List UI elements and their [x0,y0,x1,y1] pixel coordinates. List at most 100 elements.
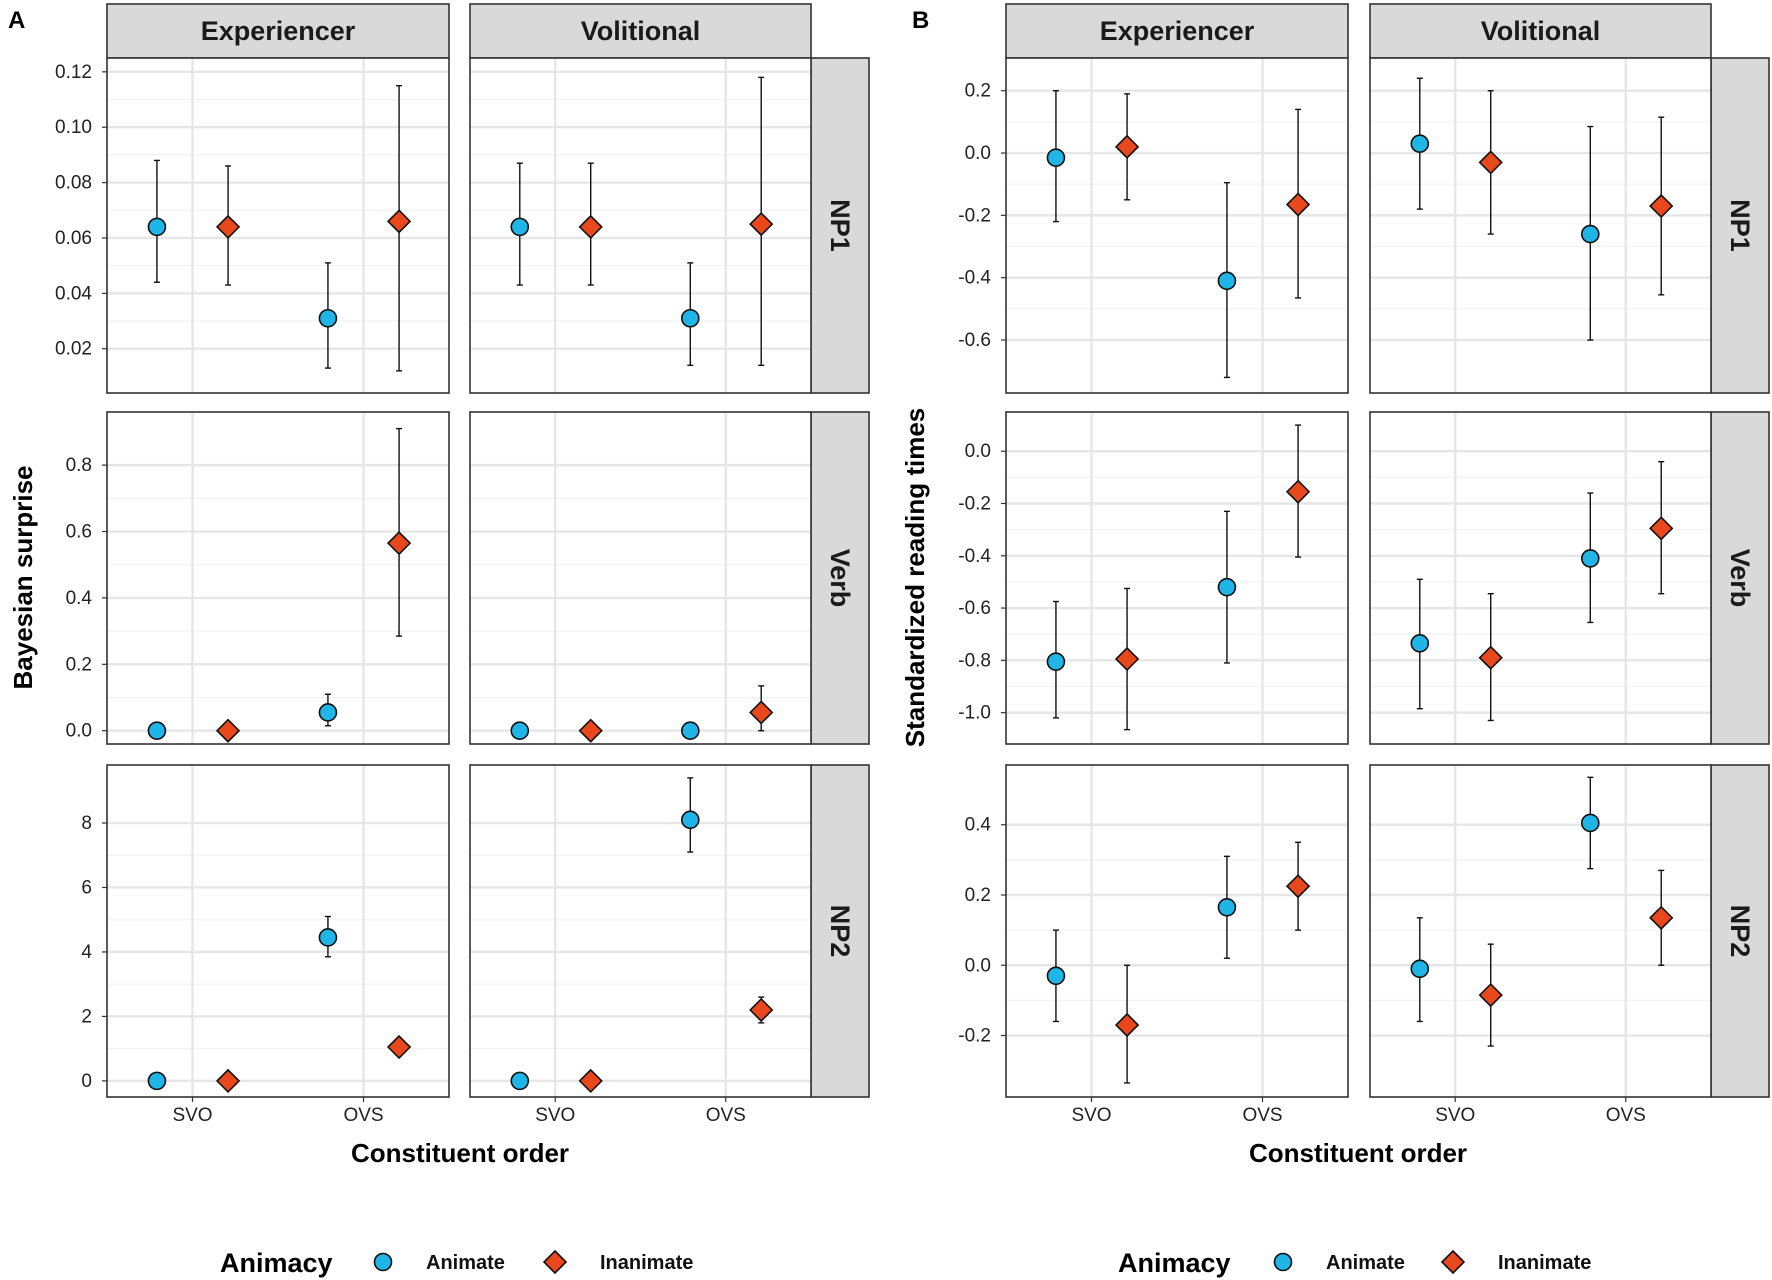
point-animate [147,721,167,741]
facet-panel [1369,411,1712,745]
row-strip [1710,57,1770,394]
legend-key-animate [1273,1252,1293,1272]
panel-background [470,412,811,744]
panel-border [469,57,812,394]
panel-background [1006,58,1348,393]
panel-tag: B [912,7,929,34]
x-tick-label: OVS [1242,1105,1282,1126]
point-animate [1410,634,1430,653]
panel-background [1370,58,1711,393]
facet-panel [106,57,450,394]
panel-background [107,765,449,1097]
point-inanimate [578,214,603,240]
legend-label: Animate [1326,1252,1405,1274]
y-tick-label: 0.0 [965,441,991,462]
point-inanimate [215,718,241,743]
row-strip-label: NP2 [1725,905,1755,958]
point-inanimate [1114,134,1140,159]
x-axis-title: Constituent order [351,1138,569,1168]
x-tick-label: SVO [535,1105,575,1126]
panel-background [107,412,449,744]
point-inanimate [1649,905,1674,930]
row-strip [810,764,870,1098]
point-animate [318,308,338,328]
panel-background [1370,765,1711,1097]
column-strip [1005,3,1349,59]
point-animate [318,928,338,947]
row-strip-label: NP2 [825,905,855,958]
y-tick-label: 8 [81,813,92,834]
row-strip-label: Verb [1725,549,1755,608]
point-animate [510,217,530,237]
y-tick-label: 0.02 [55,339,92,360]
facet-panel [1369,764,1712,1098]
y-tick-label: 0.08 [55,173,92,194]
panel-border [1005,764,1349,1098]
legend-label: Inanimate [600,1252,693,1274]
panel-border [1369,411,1712,745]
point-animate [680,810,700,830]
point-inanimate [1649,193,1674,219]
point-animate [1217,271,1237,291]
point-animate [1217,577,1237,597]
point-inanimate [215,214,241,240]
y-tick-label: 0.0 [965,143,991,164]
column-strip-label: Volitional [581,16,701,46]
point-animate [1410,959,1430,979]
legend-label: Inanimate [1498,1252,1591,1274]
x-tick-label: SVO [172,1105,212,1126]
facet-panel [1005,764,1349,1098]
point-animate [1580,549,1600,568]
panel-border [106,764,450,1098]
point-inanimate [1285,192,1311,217]
point-inanimate [578,718,603,743]
y-tick-label: 4 [81,942,92,963]
panel-border [1005,411,1349,745]
y-tick-label: 2 [81,1006,92,1027]
point-animate [1046,148,1066,168]
panel-background [1006,412,1348,744]
legend-label: Animate [426,1252,505,1274]
column-strip [106,3,450,59]
facet-panel [1005,411,1349,745]
point-animate [510,721,530,741]
point-inanimate [1114,646,1140,672]
panel-background [1006,765,1348,1097]
point-inanimate [1114,1012,1140,1038]
row-strip-label: Verb [825,549,855,608]
y-tick-label: 0.10 [55,117,92,138]
point-inanimate [386,1034,412,1060]
facet-panel [106,411,450,745]
x-tick-label: OVS [343,1105,383,1126]
x-tick-label: SVO [1071,1105,1111,1126]
panel-border [469,764,812,1098]
y-tick-label: -0.4 [958,268,991,289]
row-strip-label: NP1 [1725,199,1755,252]
x-axis-title: Constituent order [1249,1138,1467,1168]
panel-border [1005,57,1349,394]
facet-panel [469,764,812,1098]
facet-panel [106,764,450,1098]
point-animate [1046,652,1066,671]
x-tick-label: OVS [1606,1105,1646,1126]
y-tick-label: -0.4 [958,546,991,567]
row-strip-label: NP1 [825,199,855,252]
facet-panel [1369,57,1712,394]
point-animate [510,1071,530,1091]
panel-background [470,765,811,1097]
y-tick-label: -1.0 [958,703,991,724]
panel-tag: A [8,7,25,34]
legend-title: Animacy [220,1248,333,1278]
y-tick-label: -0.8 [958,650,991,671]
y-tick-label: 0.2 [66,654,92,675]
point-animate [147,217,167,237]
point-animate [1217,897,1237,917]
point-inanimate [1285,874,1311,899]
x-tick-label: OVS [706,1105,746,1126]
y-tick-label: 0.6 [66,522,92,543]
column-strip-label: Experiencer [1100,16,1255,46]
row-strip [810,57,870,394]
y-tick-label: 0.2 [965,81,991,102]
y-tick-label: 0.8 [66,455,92,476]
column-strip [1369,3,1712,59]
